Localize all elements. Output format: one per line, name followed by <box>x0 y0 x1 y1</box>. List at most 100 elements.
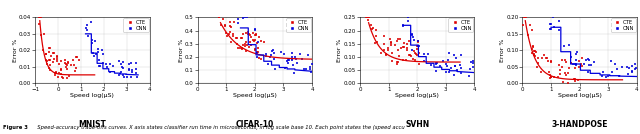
Point <box>52 55 62 57</box>
Point <box>584 63 594 66</box>
Point <box>401 43 412 45</box>
Legend: CTE, CNN: CTE, CNN <box>286 18 311 32</box>
Point <box>571 59 581 61</box>
Point <box>435 64 445 67</box>
Point <box>95 65 106 67</box>
Point <box>104 70 115 73</box>
Point <box>544 71 554 73</box>
Point <box>449 54 459 56</box>
Point <box>390 44 400 46</box>
Point <box>116 71 127 73</box>
Point <box>288 64 298 66</box>
Point <box>602 75 612 77</box>
Point <box>239 43 250 45</box>
Point <box>627 71 637 74</box>
Point <box>48 52 58 54</box>
Point <box>88 52 98 54</box>
Point <box>404 53 415 56</box>
Point <box>379 43 389 45</box>
Point <box>232 36 242 39</box>
X-axis label: Speed log(μS): Speed log(μS) <box>557 93 602 98</box>
Point <box>52 58 63 60</box>
Point <box>397 25 408 27</box>
Point <box>419 60 429 62</box>
Point <box>531 51 541 53</box>
Point <box>452 69 463 71</box>
Point <box>53 76 63 78</box>
Point <box>555 69 565 71</box>
Point <box>58 77 68 79</box>
Point <box>269 58 279 61</box>
Point <box>299 68 309 70</box>
Point <box>408 39 419 41</box>
Point <box>399 46 409 48</box>
Point <box>570 63 580 65</box>
Legend: CTE, CNN: CTE, CNN <box>448 18 474 32</box>
Point <box>546 76 556 78</box>
Point <box>243 33 253 35</box>
Point <box>404 54 415 56</box>
Point <box>243 31 253 33</box>
Point <box>38 49 48 51</box>
Point <box>241 16 251 18</box>
Point <box>394 54 404 57</box>
Point <box>531 50 541 52</box>
Point <box>570 67 580 69</box>
Point <box>62 68 72 70</box>
Point <box>41 59 51 61</box>
Point <box>268 49 278 51</box>
Point <box>385 38 395 40</box>
Point <box>563 72 573 74</box>
Point <box>536 71 546 73</box>
Point <box>441 71 451 73</box>
Point <box>253 41 263 43</box>
Point <box>598 71 609 73</box>
Point <box>118 74 128 76</box>
Point <box>225 41 236 43</box>
Point <box>250 49 260 51</box>
Point <box>61 77 72 79</box>
Point <box>34 16 44 18</box>
Point <box>253 47 263 49</box>
Point <box>379 35 389 37</box>
Point <box>44 67 54 69</box>
Point <box>410 50 420 52</box>
Point <box>379 49 389 51</box>
Point <box>412 45 422 47</box>
Point <box>244 46 254 48</box>
Point <box>413 40 424 42</box>
X-axis label: Speed log(μS): Speed log(μS) <box>70 93 115 98</box>
Point <box>64 75 74 77</box>
Point <box>36 16 47 18</box>
Point <box>306 71 316 73</box>
Point <box>297 58 307 60</box>
Point <box>529 50 539 52</box>
Point <box>546 76 556 78</box>
Point <box>583 71 593 73</box>
Point <box>611 68 621 70</box>
Point <box>548 76 559 78</box>
Point <box>557 66 567 68</box>
Point <box>124 63 134 65</box>
Point <box>252 42 262 44</box>
Point <box>557 81 568 83</box>
Point <box>104 63 115 65</box>
Point <box>127 69 137 71</box>
Point <box>554 20 564 22</box>
Point <box>601 76 611 78</box>
Text: MNIST: MNIST <box>79 120 106 129</box>
Point <box>114 74 124 76</box>
Point <box>81 27 92 29</box>
Point <box>244 33 254 35</box>
Point <box>214 16 225 18</box>
Point <box>303 54 313 56</box>
Point <box>56 68 66 70</box>
Point <box>301 68 311 70</box>
Point <box>86 39 97 42</box>
Point <box>366 24 376 26</box>
Point <box>245 34 255 37</box>
Point <box>554 64 564 66</box>
Point <box>607 71 618 74</box>
Point <box>69 64 79 66</box>
Point <box>405 55 415 57</box>
